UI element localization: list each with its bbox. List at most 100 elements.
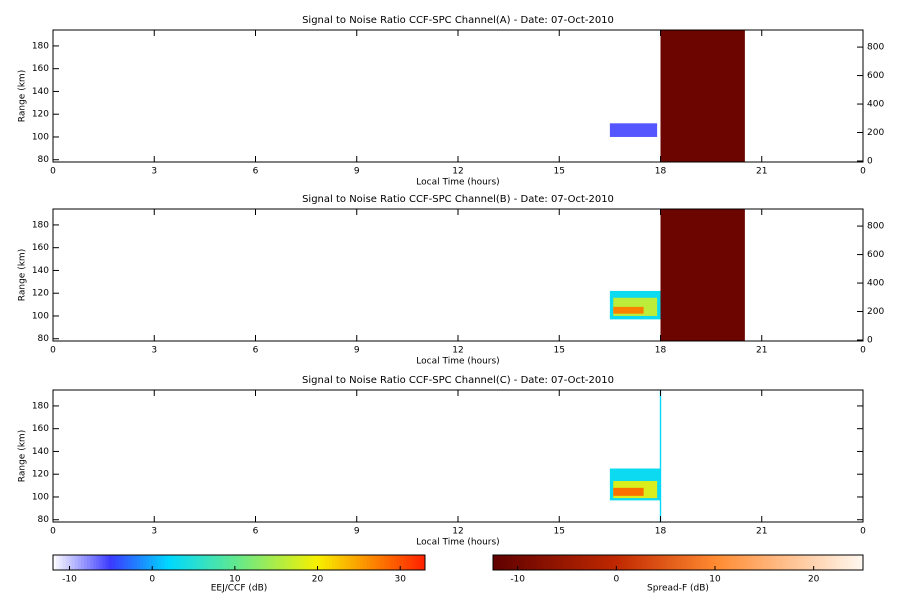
colorbar-cell — [316, 555, 321, 570]
y2-tick-label: 600 — [867, 71, 884, 81]
echo-region — [660, 209, 745, 341]
colorbar-cell — [650, 555, 654, 570]
colorbar-cell — [585, 555, 590, 570]
echo-region — [613, 306, 644, 314]
colorbar-cell — [742, 555, 747, 570]
colorbar-cell — [604, 555, 608, 570]
colorbar-cell — [752, 555, 756, 570]
colorbar-cell — [155, 555, 159, 570]
colorbar-cell — [767, 555, 771, 570]
colorbar-cell — [668, 555, 673, 570]
colorbar-cell — [684, 555, 688, 570]
colorbar-cell — [641, 555, 645, 570]
colorbar-label: Spread-F (dB) — [647, 584, 709, 594]
colorbar-cell — [570, 555, 574, 570]
y2-tick-label: 0 — [867, 157, 873, 167]
x-tick-label: 12 — [452, 167, 463, 177]
colorbar-cell — [597, 555, 602, 570]
echo-region — [609, 123, 658, 137]
colorbar-cell — [496, 555, 500, 570]
colorbar-cell — [226, 555, 231, 570]
colorbar-cell — [659, 555, 664, 570]
y-tick-label: 140 — [32, 266, 49, 276]
colorbar-cell — [653, 555, 657, 570]
colorbar-cell — [631, 555, 636, 570]
colorbar-cell — [130, 555, 135, 570]
colorbar-cell — [105, 555, 110, 570]
colorbar-cell — [266, 555, 271, 570]
colorbar-cell — [235, 555, 240, 570]
colorbar-cell — [690, 555, 694, 570]
colorbar-cell — [397, 555, 401, 570]
colorbar-cell — [687, 555, 691, 570]
colorbar-cell — [711, 555, 716, 570]
colorbar-cell — [548, 555, 553, 570]
colorbar-cell — [730, 555, 734, 570]
colorbar-cell — [822, 555, 827, 570]
colorbar-cell — [260, 555, 265, 570]
colorbar-cell — [810, 555, 815, 570]
echo-region — [660, 30, 745, 162]
y2-tick-label: 200 — [867, 128, 884, 138]
colorbar-cell — [699, 555, 704, 570]
colorbar-cell — [217, 555, 221, 570]
colorbar-tick-label: 0 — [613, 575, 619, 585]
echo-region — [659, 390, 662, 522]
colorbar-cell — [792, 555, 796, 570]
colorbar-cell — [779, 555, 784, 570]
colorbar-cell — [850, 555, 855, 570]
colorbar-cell — [229, 555, 234, 570]
colorbar-cell — [582, 555, 586, 570]
colorbar-cell — [853, 555, 858, 570]
colorbar-cell — [99, 555, 104, 570]
colorbar-cell — [560, 555, 565, 570]
y2-tick-label: 600 — [867, 250, 884, 260]
colorbar-cell — [412, 555, 417, 570]
colorbar-cell — [536, 555, 540, 570]
x-tick-label: 18 — [655, 167, 667, 177]
colorbar-frame — [492, 554, 864, 571]
y-tick-label: 160 — [32, 64, 49, 74]
colorbar-cell — [263, 555, 268, 570]
colorbar-cell — [192, 555, 197, 570]
colorbar-cell — [204, 555, 209, 570]
colorbar-cell — [813, 555, 818, 570]
colorbar-cell — [301, 555, 305, 570]
colorbar-cell — [406, 555, 410, 570]
y-tick-label: 80 — [38, 155, 50, 165]
colorbar-cell — [563, 555, 568, 570]
colorbar-cell — [607, 555, 611, 570]
x-tick-label: 15 — [554, 167, 565, 177]
x-axis-label: Local Time (hours) — [416, 357, 499, 367]
x-axis-label: Local Time (hours) — [416, 538, 499, 548]
echo-region — [613, 487, 644, 496]
colorbar-cell — [335, 555, 339, 570]
colorbar-cell — [208, 555, 212, 570]
colorbar-cell — [656, 555, 660, 570]
colorbar-cell — [758, 555, 762, 570]
colorbar-cell — [616, 555, 620, 570]
colorbar-cell — [149, 555, 153, 570]
colorbar-cell — [65, 555, 69, 570]
y-tick-label: 120 — [32, 289, 49, 299]
colorbar-cell — [322, 555, 327, 570]
x-tick-label: 15 — [554, 346, 565, 356]
colorbar-cell — [613, 555, 617, 570]
colorbar-tick-label: 20 — [808, 575, 820, 585]
colorbar-cell — [610, 555, 614, 570]
colorbar-cell — [251, 555, 255, 570]
colorbar-cell — [257, 555, 262, 570]
colorbar-cell — [588, 555, 593, 570]
colorbar-tick-label: 0 — [149, 575, 155, 585]
colorbar-cell — [533, 555, 537, 570]
y-tick-label: 160 — [32, 243, 49, 253]
colorbar-cell — [161, 555, 166, 570]
colorbar-cell — [71, 555, 76, 570]
colorbar-cell — [832, 555, 836, 570]
colorbar-cell — [242, 555, 246, 570]
y-axis-label: Range (km) — [18, 70, 28, 122]
y-tick-label: 80 — [38, 515, 50, 525]
colorbar-cell — [628, 555, 633, 570]
x-axis-label: Local Time (hours) — [416, 178, 499, 188]
colorbar-cell — [600, 555, 605, 570]
